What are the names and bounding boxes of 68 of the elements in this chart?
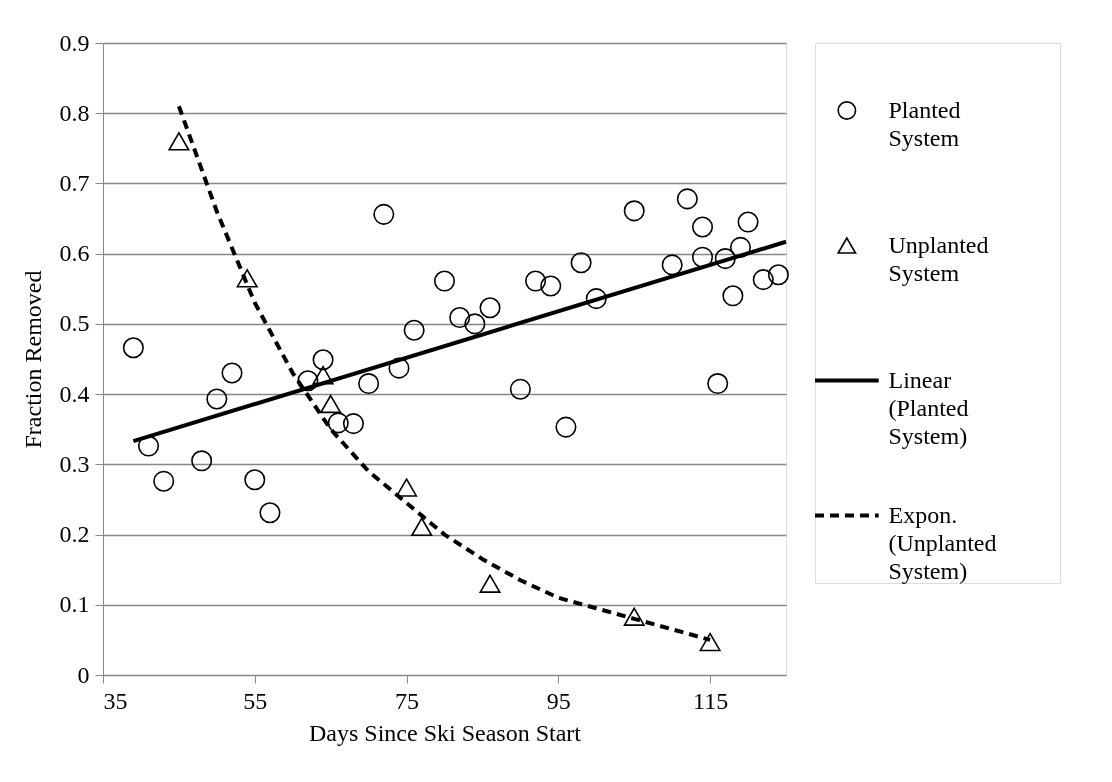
point [433,270,456,292]
point [312,365,334,385]
point [555,416,577,438]
legend-label: Planted System [888,96,961,151]
point [312,349,334,371]
point [623,200,645,222]
y-tick-label: 0 [77,661,90,688]
x-tick-label: 75 [395,687,420,714]
point [729,236,752,258]
point [403,319,425,341]
point [297,370,319,392]
point [585,288,607,310]
point [699,632,721,652]
point [570,252,592,274]
point [540,275,562,297]
point [373,203,395,225]
point [153,470,175,492]
point [396,478,418,497]
point [752,269,774,291]
legend-label: Linear (Planted System) [888,366,969,449]
legend-label: Unplanted System [888,231,989,286]
point [691,246,714,268]
point [122,337,144,359]
point [137,435,160,457]
point [388,357,410,379]
y-tick-label: 0.6 [59,240,90,267]
point [206,388,228,410]
point [525,270,547,292]
y-tick-label: 0.2 [59,521,90,548]
point [661,254,683,276]
x-axis-title: Days Since Ski Season Start [309,719,582,746]
point [244,469,266,491]
x-tick-label: 35 [103,687,128,714]
y-tick-label: 0.3 [59,450,90,477]
y-tick-label: 0.7 [59,169,90,196]
point [259,502,281,524]
point [707,373,729,395]
point [191,450,213,472]
x-tick-label: 95 [546,687,571,714]
y-tick-label: 0.5 [59,310,90,337]
point [221,362,243,384]
point [236,269,258,288]
point [623,607,645,626]
x-tick-label: 115 [693,687,729,714]
y-tick-label: 0.8 [59,99,90,126]
point [722,285,744,307]
point [320,394,342,414]
point [449,307,471,329]
point [714,248,736,270]
point [342,413,364,435]
point [358,373,380,395]
point [168,132,190,151]
point [464,313,486,335]
legend-label: Expon. (Unplanted System) [888,501,997,584]
point [509,378,531,400]
y-tick-label: 0.4 [59,380,90,407]
point [737,211,759,233]
point [479,574,501,593]
y-tick-label: 0.1 [59,591,90,618]
point [327,412,349,434]
point [411,517,433,537]
y-tick-label: 0.9 [59,29,90,56]
point [676,188,698,210]
y-axis-title: Fraction Removed [19,270,46,449]
x-tick-label: 55 [243,687,268,714]
point [691,216,714,238]
point [767,264,789,286]
point [479,297,501,319]
